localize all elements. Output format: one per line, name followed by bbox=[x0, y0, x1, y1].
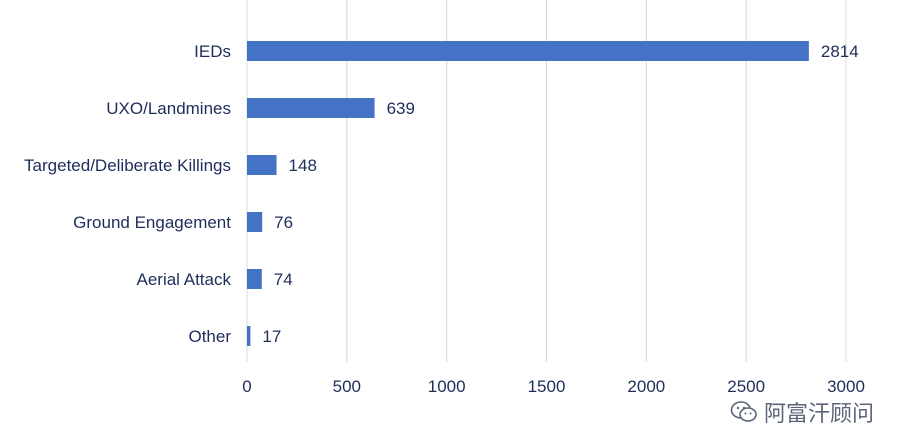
wechat-icon bbox=[730, 400, 758, 424]
bar bbox=[247, 269, 262, 289]
x-tick-label: 0 bbox=[242, 377, 251, 396]
category-labels: IEDs UXO/Landmines Targeted/Deliberate Kil… bbox=[24, 42, 231, 346]
bar bbox=[247, 212, 263, 232]
value-label: 76 bbox=[274, 213, 293, 232]
category-label: Other bbox=[188, 327, 231, 346]
x-tick-label: 2500 bbox=[727, 377, 765, 396]
category-label: Targeted/Deliberate Killings bbox=[24, 156, 231, 175]
bars bbox=[247, 41, 809, 346]
bar bbox=[247, 98, 375, 118]
x-tick-label: 3000 bbox=[827, 377, 865, 396]
value-label: 639 bbox=[387, 99, 415, 118]
x-tick-label: 2000 bbox=[627, 377, 665, 396]
watermark: 阿富汗顾问 bbox=[729, 396, 874, 428]
x-tick-label: 1500 bbox=[528, 377, 566, 396]
category-label: UXO/Landmines bbox=[106, 99, 231, 118]
x-tick-labels: 0 500 1000 1500 2000 2500 3000 bbox=[242, 377, 865, 396]
category-label: IEDs bbox=[194, 42, 231, 61]
bar bbox=[247, 155, 277, 175]
bar bbox=[247, 41, 809, 61]
value-labels: 2814 639 148 76 74 17 bbox=[262, 42, 858, 346]
x-tick-label: 1000 bbox=[428, 377, 466, 396]
value-label: 17 bbox=[262, 327, 281, 346]
x-tick-label: 500 bbox=[333, 377, 361, 396]
category-label: Aerial Attack bbox=[137, 270, 232, 289]
category-label: Ground Engagement bbox=[73, 213, 231, 232]
value-label: 74 bbox=[274, 270, 293, 289]
value-label: 148 bbox=[289, 156, 317, 175]
watermark-text: 阿富汗顾问 bbox=[763, 402, 874, 427]
value-label: 2814 bbox=[821, 42, 859, 61]
bar bbox=[247, 326, 251, 346]
